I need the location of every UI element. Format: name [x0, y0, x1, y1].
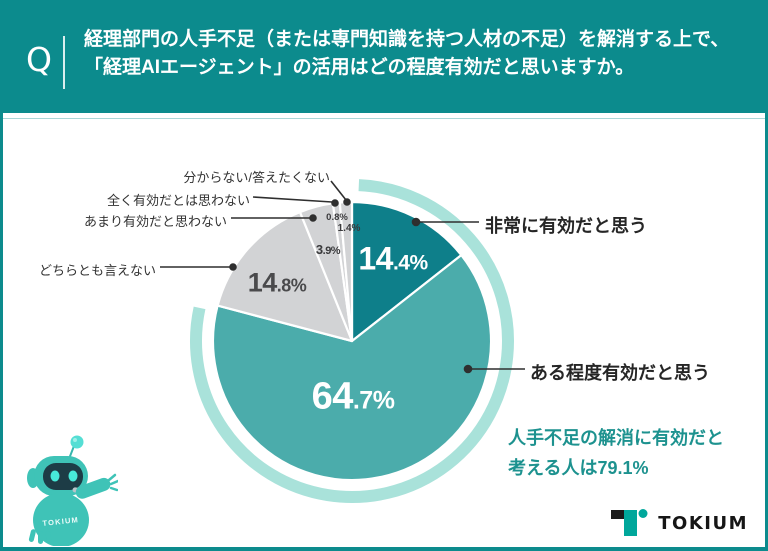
highlight-ring	[190, 179, 514, 503]
slice-value-not-very-effective: 3.9%	[315, 242, 341, 257]
summary-annotation-line1: 人手不足の解消に有効だと	[508, 428, 724, 448]
slice-value-somewhat-effective: 64.7%	[311, 375, 395, 418]
tokium-logo-mark	[611, 509, 648, 536]
mascot-label: TOKIUM	[42, 515, 79, 528]
question-icon: Q	[26, 40, 52, 79]
tokium-mascot: TOKIUM	[27, 435, 118, 546]
question-title-line2: 「経理AIエージェント」の活用はどの程度有効だと思いますか。	[84, 57, 635, 78]
slice-value-dont-know: 1.4%	[337, 223, 361, 234]
frame-border-right	[765, 0, 768, 551]
mascot-fingers	[107, 473, 118, 492]
frame-border-left	[0, 0, 3, 551]
mascot-eye-left	[50, 470, 60, 482]
header-divider	[63, 36, 65, 89]
label-dont-know: 分からない/答えたくない	[183, 170, 330, 185]
pie-slice-2	[216, 210, 354, 343]
header-underline	[0, 118, 768, 119]
frame-border-bottom	[0, 547, 768, 551]
mascot-face	[43, 463, 83, 490]
mascot-arm	[75, 477, 111, 499]
mascot-eye-right	[68, 470, 78, 482]
pie-slice-0	[350, 200, 463, 343]
tokium-logo: TOKIUM	[611, 509, 748, 537]
question-title-line1: 経理部門の人手不足（または専門知識を持つ人材の不足）を解消する上で、	[84, 29, 730, 50]
slice-value-neutral: 14.8%	[247, 267, 307, 298]
summary-annotation: 人手不足の解消に有効だと 考える人は79.1%	[508, 423, 724, 483]
label-very-effective: 非常に有効だと思う	[485, 216, 647, 236]
label-somewhat-effective: ある程度有効だと思う	[530, 363, 710, 383]
tokium-logo-text: TOKIUM	[658, 512, 748, 534]
pie-slice-1	[211, 254, 493, 482]
question-header: Q 経理部門の人手不足（または専門知識を持つ人材の不足）を解消する上で、 「経理…	[0, 0, 768, 113]
mascot-feet	[28, 529, 52, 544]
question-title: 経理部門の人手不足（または専門知識を持つ人材の不足）を解消する上で、 「経理AI…	[84, 26, 729, 82]
slice-value-very-effective: 14.4%	[358, 240, 428, 277]
label-neutral: どちらとも言えない	[38, 263, 156, 278]
label-not-very-effective: あまり有効だと思わない	[83, 214, 227, 229]
summary-annotation-line2: 考える人は79.1%	[508, 458, 649, 478]
mascot-antenna-ball	[70, 435, 84, 449]
slice-value-not-at-all: 0.8%	[326, 212, 348, 223]
label-not-at-all: 全く有効だとは思わない	[106, 193, 250, 208]
